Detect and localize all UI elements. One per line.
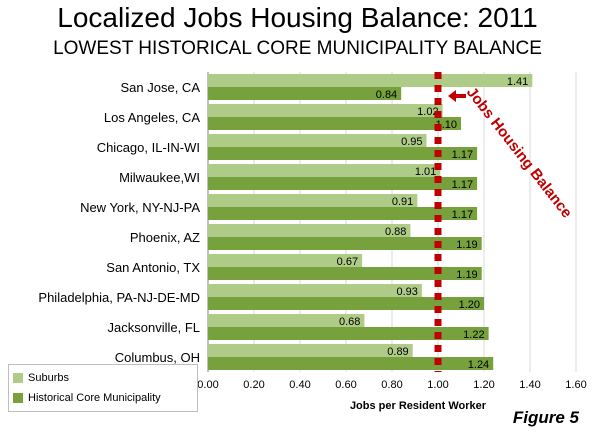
bar-value-label: 1.17 <box>452 149 473 161</box>
bar-value-label: 1.19 <box>456 239 477 251</box>
bar-value-label: 0.67 <box>337 256 358 268</box>
bar-core <box>208 147 478 160</box>
bar-core <box>208 177 478 190</box>
legend-swatch-suburbs <box>13 373 23 383</box>
bar-value-label: 0.84 <box>376 89 397 101</box>
bar-value-label: 0.91 <box>392 196 413 208</box>
legend: Suburbs Historical Core Municipality <box>8 364 198 412</box>
bar-value-label: 1.17 <box>452 209 473 221</box>
bar-value-label: 1.22 <box>463 329 484 341</box>
legend-item-core: Historical Core Municipality <box>13 391 161 405</box>
bar-value-label: 1.20 <box>459 299 480 311</box>
category-label: Los Angeles, CA <box>104 110 200 125</box>
bar-value-label: 0.68 <box>339 316 360 328</box>
bar-suburbs <box>208 284 422 297</box>
x-tick-label: 0.00 <box>197 379 218 391</box>
x-tick-label: 1.60 <box>565 379 586 391</box>
bar-value-label: 0.88 <box>385 226 406 238</box>
bar-suburbs <box>208 314 365 327</box>
bar-value-label: 0.89 <box>387 346 408 358</box>
category-label: Milwaukee,WI <box>119 170 200 185</box>
x-tick-label: 0.40 <box>289 379 310 391</box>
category-label: Philadelphia, PA-NJ-DE-MD <box>38 290 200 305</box>
bar-value-label: 1.41 <box>507 76 528 88</box>
category-label: San Jose, CA <box>121 80 201 95</box>
x-tick-label: 0.80 <box>381 379 402 391</box>
bar-core <box>208 87 402 100</box>
category-label: Phoenix, AZ <box>130 230 200 245</box>
bar-value-label: 1.17 <box>452 179 473 191</box>
bar-core <box>208 117 461 130</box>
bar-value-label: 1.19 <box>456 269 477 281</box>
category-label: Chicago, IL-IN-WI <box>97 140 200 155</box>
bar-core <box>208 297 484 310</box>
bar-core <box>208 327 489 340</box>
bar-suburbs <box>208 104 443 117</box>
bar-suburbs <box>208 344 413 357</box>
bar-core <box>208 267 482 280</box>
category-label: San Antonio, TX <box>106 260 200 275</box>
category-label: Jacksonville, FL <box>108 320 200 335</box>
bar-core <box>208 207 478 220</box>
x-tick-label: 1.00 <box>427 379 448 391</box>
figure-label: Figure 5 <box>512 408 579 427</box>
x-axis-title: Jobs per Resident Worker <box>349 400 487 412</box>
bar-suburbs <box>208 164 441 177</box>
x-tick-label: 0.60 <box>335 379 356 391</box>
reference-line-label: Jobs Housing Balance <box>463 84 575 221</box>
reference-arrow <box>448 90 466 102</box>
chart-title: Localized Jobs Housing Balance: 2011 <box>57 2 538 33</box>
legend-label-core: Historical Core Municipality <box>28 392 161 404</box>
x-tick-label: 1.40 <box>519 379 540 391</box>
bar-value-label: 0.93 <box>396 286 417 298</box>
category-label: Columbus, OH <box>115 350 200 365</box>
x-tick-label: 0.20 <box>243 379 264 391</box>
bar-suburbs <box>208 194 418 207</box>
category-label: New York, NY-NJ-PA <box>80 200 200 215</box>
bar-core <box>208 237 482 250</box>
bar-suburbs <box>208 74 533 87</box>
bar-value-label: 1.01 <box>415 166 436 178</box>
chart-subtitle: LOWEST HISTORICAL CORE MUNICIPALITY BALA… <box>53 38 542 59</box>
bar-value-label: 1.02 <box>417 106 438 118</box>
x-tick-label: 1.20 <box>473 379 494 391</box>
bar-suburbs <box>208 224 411 237</box>
bar-core <box>208 357 494 370</box>
bar-suburbs <box>208 134 427 147</box>
bar-value-label: 0.95 <box>401 136 422 148</box>
legend-item-suburbs: Suburbs <box>13 371 69 385</box>
bar-suburbs <box>208 254 363 267</box>
legend-label-suburbs: Suburbs <box>28 372 69 384</box>
legend-swatch-core <box>13 393 23 403</box>
bar-value-label: 1.24 <box>468 359 489 371</box>
